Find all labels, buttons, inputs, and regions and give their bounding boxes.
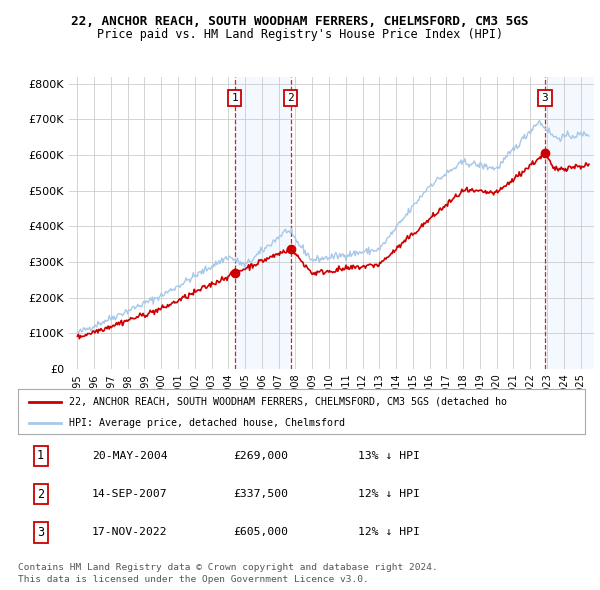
Text: 22, ANCHOR REACH, SOUTH WOODHAM FERRERS, CHELMSFORD, CM3 5GS: 22, ANCHOR REACH, SOUTH WOODHAM FERRERS,… bbox=[71, 15, 529, 28]
Text: £605,000: £605,000 bbox=[233, 527, 289, 537]
Text: 12% ↓ HPI: 12% ↓ HPI bbox=[358, 527, 420, 537]
Text: HPI: Average price, detached house, Chelmsford: HPI: Average price, detached house, Chel… bbox=[69, 418, 345, 428]
Text: 22, ANCHOR REACH, SOUTH WOODHAM FERRERS, CHELMSFORD, CM3 5GS (detached ho: 22, ANCHOR REACH, SOUTH WOODHAM FERRERS,… bbox=[69, 397, 507, 407]
Text: 20-MAY-2004: 20-MAY-2004 bbox=[92, 451, 167, 461]
Text: 1: 1 bbox=[37, 449, 44, 463]
Text: 3: 3 bbox=[542, 93, 548, 103]
Text: 1: 1 bbox=[232, 93, 238, 103]
Bar bbox=[235, 77, 290, 369]
Text: 2: 2 bbox=[37, 487, 44, 501]
Text: 17-NOV-2022: 17-NOV-2022 bbox=[92, 527, 167, 537]
Text: 2: 2 bbox=[287, 93, 294, 103]
Bar bbox=[545, 77, 594, 369]
Text: Price paid vs. HM Land Registry's House Price Index (HPI): Price paid vs. HM Land Registry's House … bbox=[97, 28, 503, 41]
Text: 3: 3 bbox=[37, 526, 44, 539]
Text: 12% ↓ HPI: 12% ↓ HPI bbox=[358, 489, 420, 499]
Text: This data is licensed under the Open Government Licence v3.0.: This data is licensed under the Open Gov… bbox=[18, 575, 369, 584]
Text: 14-SEP-2007: 14-SEP-2007 bbox=[92, 489, 167, 499]
Text: Contains HM Land Registry data © Crown copyright and database right 2024.: Contains HM Land Registry data © Crown c… bbox=[18, 563, 438, 572]
Text: £269,000: £269,000 bbox=[233, 451, 289, 461]
Text: £337,500: £337,500 bbox=[233, 489, 289, 499]
Text: 13% ↓ HPI: 13% ↓ HPI bbox=[358, 451, 420, 461]
